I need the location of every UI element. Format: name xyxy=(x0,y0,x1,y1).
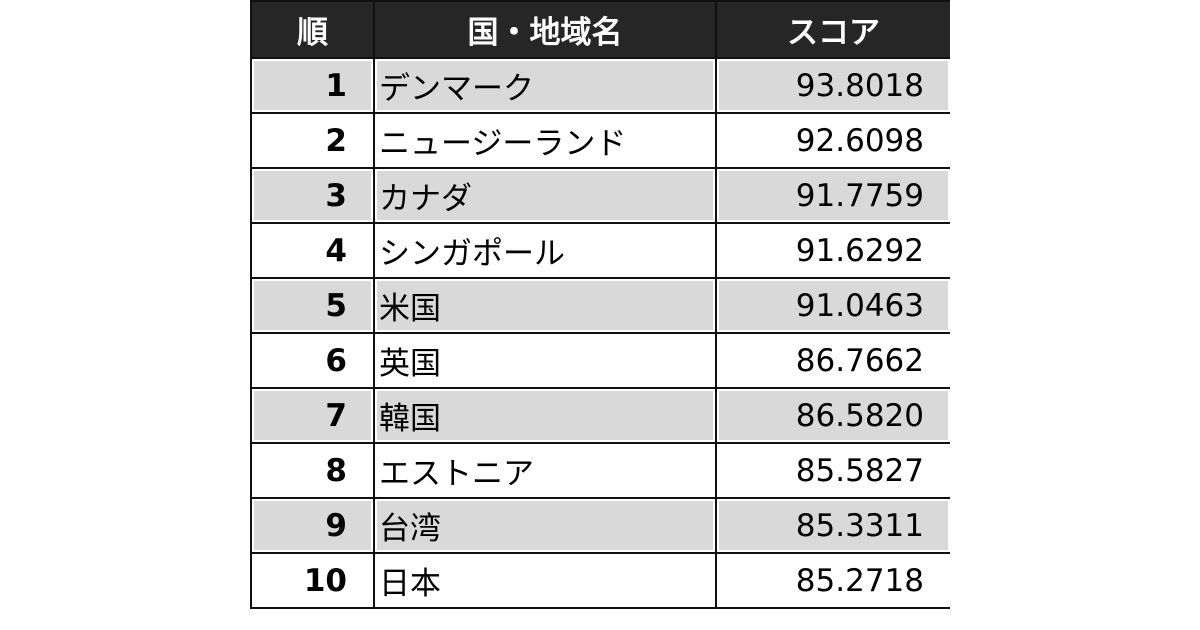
table-row: 2 ニュージーランド 92.6098 xyxy=(250,112,950,169)
table-row: 3 カナダ 91.7759 xyxy=(250,167,950,224)
rank-cell: 2 xyxy=(250,112,375,169)
table-row: 8 エストニア 85.5827 xyxy=(250,442,950,499)
name-cell: シンガポール xyxy=(373,222,717,279)
table-body: 1 デンマーク 93.8018 2 ニュージーランド 92.6098 3 カナダ 91.7759… xyxy=(250,57,950,609)
header-row: 順 国・地域名 スコア xyxy=(250,0,950,59)
table-row: 5 米国 91.0463 xyxy=(250,277,950,334)
name-cell: ニュージーランド xyxy=(373,112,717,169)
score-cell: 93.8018 xyxy=(715,57,950,114)
ranking-table-wrap: 順 国・地域名 スコア 1 デンマーク 93.8018 2 ニュージーランド 92.609… xyxy=(250,0,950,630)
name-cell: 日本 xyxy=(373,552,717,609)
name-cell: エストニア xyxy=(373,442,717,499)
rank-cell: 4 xyxy=(250,222,375,279)
table-row: 10 日本 85.2718 xyxy=(250,552,950,609)
score-cell: 85.3311 xyxy=(715,497,950,554)
score-cell: 86.7662 xyxy=(715,332,950,389)
rank-cell: 1 xyxy=(250,57,375,114)
rank-cell: 6 xyxy=(250,332,375,389)
rank-cell: 10 xyxy=(250,552,375,609)
score-cell: 91.6292 xyxy=(715,222,950,279)
table-row: 7 韓国 86.5820 xyxy=(250,387,950,444)
rank-cell: 9 xyxy=(250,497,375,554)
score-cell: 86.5820 xyxy=(715,387,950,444)
header-cell: 順 xyxy=(250,0,375,59)
score-cell: 85.5827 xyxy=(715,442,950,499)
score-cell: 91.0463 xyxy=(715,277,950,334)
table-row: 4 シンガポール 91.6292 xyxy=(250,222,950,279)
table-row: 9 台湾 85.3311 xyxy=(250,497,950,554)
table-row: 6 英国 86.7662 xyxy=(250,332,950,389)
name-cell: 米国 xyxy=(373,277,717,334)
score-cell: 92.6098 xyxy=(715,112,950,169)
header-cell: 国・地域名 xyxy=(373,0,717,59)
header-cell: スコア xyxy=(715,0,950,59)
name-cell: カナダ xyxy=(373,167,717,224)
ranking-table: 順 国・地域名 スコア 1 デンマーク 93.8018 2 ニュージーランド 92.609… xyxy=(250,0,950,609)
name-cell: 台湾 xyxy=(373,497,717,554)
rank-cell: 8 xyxy=(250,442,375,499)
score-cell: 85.2718 xyxy=(715,552,950,609)
rank-cell: 5 xyxy=(250,277,375,334)
rank-cell: 7 xyxy=(250,387,375,444)
rank-cell: 3 xyxy=(250,167,375,224)
name-cell: デンマーク xyxy=(373,57,717,114)
table-row: 1 デンマーク 93.8018 xyxy=(250,57,950,114)
name-cell: 韓国 xyxy=(373,387,717,444)
name-cell: 英国 xyxy=(373,332,717,389)
score-cell: 91.7759 xyxy=(715,167,950,224)
